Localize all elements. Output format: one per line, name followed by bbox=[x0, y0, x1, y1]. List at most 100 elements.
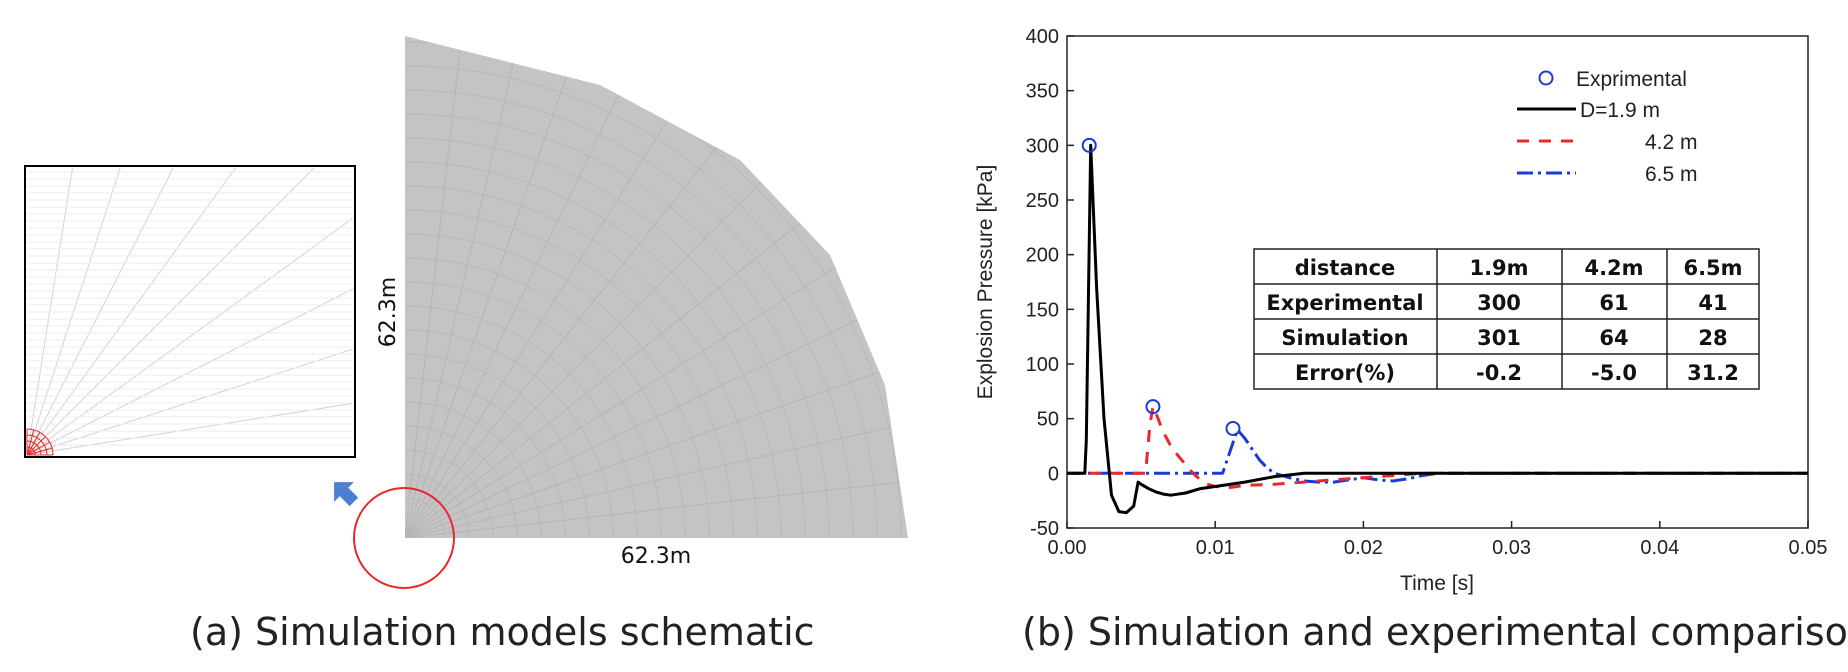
x-tick-label: 0.04 bbox=[1640, 537, 1679, 559]
y-axis-ticks: -50 0 50 100 150 200 250 300 350 400 bbox=[1026, 26, 1074, 540]
quarter-radial-line bbox=[405, 36, 464, 538]
quarter-arc-line bbox=[405, 257, 686, 538]
quarter-arc-line bbox=[405, 113, 830, 538]
panel-a-schematic: 62.3m 62.3m bbox=[24, 36, 908, 589]
table-header-4.2m: 4.2m bbox=[1584, 256, 1643, 280]
table-cell: Error(%) bbox=[1295, 361, 1395, 385]
quarter-arc-line bbox=[405, 305, 638, 538]
table-header-distance: distance bbox=[1295, 256, 1396, 280]
table-cell: 28 bbox=[1698, 326, 1727, 350]
y-tick-label: 100 bbox=[1026, 354, 1059, 376]
x-tick-label: 0.00 bbox=[1048, 537, 1087, 559]
caption-panel-b: (b) Simulation and experimental comparis… bbox=[1022, 610, 1848, 654]
y-tick-label: 50 bbox=[1037, 409, 1059, 431]
table-header-1.9m: 1.9m bbox=[1469, 256, 1528, 280]
x-axis-label: Time [s] bbox=[1400, 572, 1474, 595]
quarter-radial-line bbox=[405, 47, 578, 538]
quarter-radial-line bbox=[405, 311, 874, 538]
caption-panel-a: (a) Simulation models schematic bbox=[190, 610, 815, 654]
table-cell: Experimental bbox=[1266, 291, 1423, 315]
dim-horizontal-label: 62.3m bbox=[621, 544, 691, 569]
inset-radial-line bbox=[26, 402, 354, 456]
inset-refined-ray bbox=[26, 441, 50, 456]
table-cell: 31.2 bbox=[1687, 361, 1739, 385]
mesh-detail-inset bbox=[24, 165, 356, 458]
inset-radial-line bbox=[26, 288, 354, 456]
x-tick-label: 0.03 bbox=[1492, 537, 1531, 559]
pressure-chart: -50 0 50 100 150 200 250 300 350 400 0.00 0.01 0.02… bbox=[974, 26, 1827, 595]
series-layer bbox=[1067, 143, 1808, 515]
experimental-point bbox=[1145, 399, 1161, 415]
origin-highlight-circle bbox=[353, 487, 455, 589]
zoom-arrow-icon bbox=[334, 482, 359, 507]
quarter-radial-line bbox=[405, 213, 812, 538]
quarter-radial-line bbox=[405, 260, 846, 538]
quarter-arc-line bbox=[405, 209, 734, 538]
table-cell: 64 bbox=[1599, 326, 1628, 350]
y-axis-label: Explosion Pressure [kPa] bbox=[974, 165, 997, 400]
y-tick-label: 200 bbox=[1026, 245, 1059, 267]
quarter-arc-line bbox=[405, 497, 446, 538]
inset-refined-ray bbox=[26, 447, 53, 456]
quarter-radial-line bbox=[405, 479, 908, 538]
legend-marker-experimental bbox=[1538, 70, 1554, 86]
y-tick-label: 300 bbox=[1026, 135, 1059, 157]
legend: Exprimental D=1.9 m 4.2 m 6.5 m bbox=[1517, 68, 1698, 186]
table-header-6.5m: 6.5m bbox=[1683, 256, 1742, 280]
quarter-radial-line bbox=[405, 421, 908, 538]
experimental-markers bbox=[1081, 137, 1241, 437]
inset-radial-line bbox=[26, 348, 354, 456]
quarter-radial-line bbox=[405, 36, 522, 538]
x-axis-ticks: 0.00 0.01 0.02 0.03 0.04 0.05 bbox=[1048, 521, 1828, 559]
y-tick-label: -50 bbox=[1030, 518, 1059, 540]
quarter-arc-line bbox=[405, 449, 494, 538]
table-cell: 41 bbox=[1698, 291, 1727, 315]
quarter-arc-line bbox=[405, 377, 566, 538]
series-line-D1.9m bbox=[1067, 143, 1808, 515]
quarter-arc-line bbox=[405, 65, 878, 538]
quarter-arc-line bbox=[405, 401, 542, 538]
y-tick-label: 250 bbox=[1026, 190, 1059, 212]
quarter-radial-line bbox=[405, 365, 896, 538]
experimental-point bbox=[1081, 137, 1097, 153]
x-tick-label: 0.02 bbox=[1344, 537, 1383, 559]
quarter-arc-line bbox=[405, 89, 854, 538]
x-tick-label: 0.01 bbox=[1196, 537, 1235, 559]
series-line-4.2m bbox=[1067, 405, 1808, 489]
legend-label-1.9m: D=1.9 m bbox=[1580, 99, 1660, 122]
table-cell: 61 bbox=[1599, 291, 1628, 315]
y-tick-label: 400 bbox=[1026, 26, 1059, 48]
inset-mesh-lines bbox=[26, 167, 354, 456]
legend-label-experimental: Exprimental bbox=[1576, 68, 1687, 91]
table-cell: -0.2 bbox=[1476, 361, 1522, 385]
inset-refined-ray bbox=[26, 432, 41, 456]
y-tick-label: 0 bbox=[1048, 463, 1059, 485]
table-cell: 300 bbox=[1477, 291, 1521, 315]
quarter-radial-line bbox=[405, 97, 683, 538]
experimental-point bbox=[1225, 421, 1241, 437]
x-tick-label: 0.05 bbox=[1789, 537, 1828, 559]
quarter-arc-line bbox=[405, 185, 758, 538]
legend-label-6.5m: 6.5 m bbox=[1645, 163, 1698, 186]
y-tick-label: 350 bbox=[1026, 81, 1059, 103]
quarter-radial-line bbox=[405, 169, 774, 538]
quarter-radial-line bbox=[405, 69, 632, 538]
table-cell: 301 bbox=[1477, 326, 1521, 350]
quarter-domain bbox=[405, 36, 908, 538]
inset-radial-line bbox=[26, 217, 354, 456]
inset-refined-ray bbox=[26, 436, 46, 456]
comparison-table: distance 1.9m 4.2m 6.5m Experimental 300… bbox=[1253, 248, 1760, 390]
inset-refined-mesh bbox=[26, 428, 54, 456]
dim-vertical-label: 62.3m bbox=[376, 277, 401, 347]
quarter-radial-line bbox=[405, 131, 730, 538]
y-tick-label: 150 bbox=[1026, 299, 1059, 321]
quarter-arc-line bbox=[405, 233, 710, 538]
quarter-arc-line bbox=[405, 425, 518, 538]
quarter-arc-line bbox=[405, 161, 782, 538]
table-cell: Simulation bbox=[1281, 326, 1408, 350]
quarter-arc-line bbox=[405, 329, 614, 538]
inset-refined-ray bbox=[26, 429, 35, 456]
quarter-arc-line bbox=[405, 473, 470, 538]
